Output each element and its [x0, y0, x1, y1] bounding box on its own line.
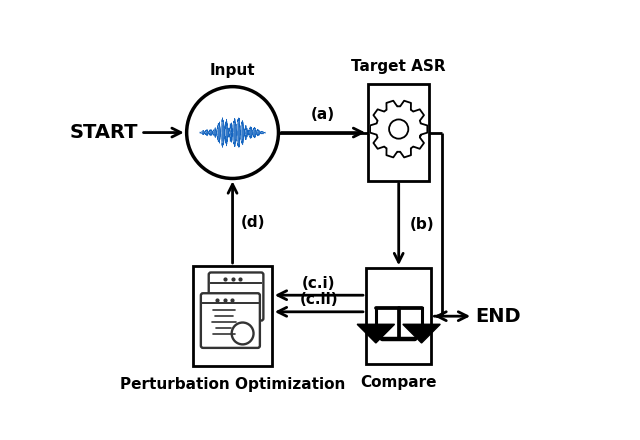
- FancyBboxPatch shape: [193, 266, 272, 367]
- FancyBboxPatch shape: [201, 293, 260, 348]
- Text: Compare: Compare: [360, 375, 437, 390]
- FancyBboxPatch shape: [366, 268, 431, 364]
- Polygon shape: [370, 101, 428, 158]
- Text: Target ASR: Target ASR: [351, 59, 446, 73]
- Text: (c.ii): (c.ii): [300, 293, 338, 308]
- Text: (c.i): (c.i): [302, 276, 335, 291]
- Polygon shape: [357, 324, 394, 343]
- FancyBboxPatch shape: [368, 84, 429, 181]
- Circle shape: [187, 87, 278, 179]
- Text: (d): (d): [241, 215, 265, 230]
- Text: (a): (a): [311, 106, 335, 121]
- Text: (b): (b): [410, 217, 435, 232]
- Text: Input: Input: [210, 63, 255, 78]
- Text: END: END: [476, 307, 521, 326]
- Polygon shape: [403, 324, 440, 343]
- Circle shape: [389, 119, 408, 139]
- Text: START: START: [69, 123, 138, 142]
- Text: Perturbation Optimization: Perturbation Optimization: [120, 378, 345, 392]
- FancyBboxPatch shape: [209, 272, 264, 321]
